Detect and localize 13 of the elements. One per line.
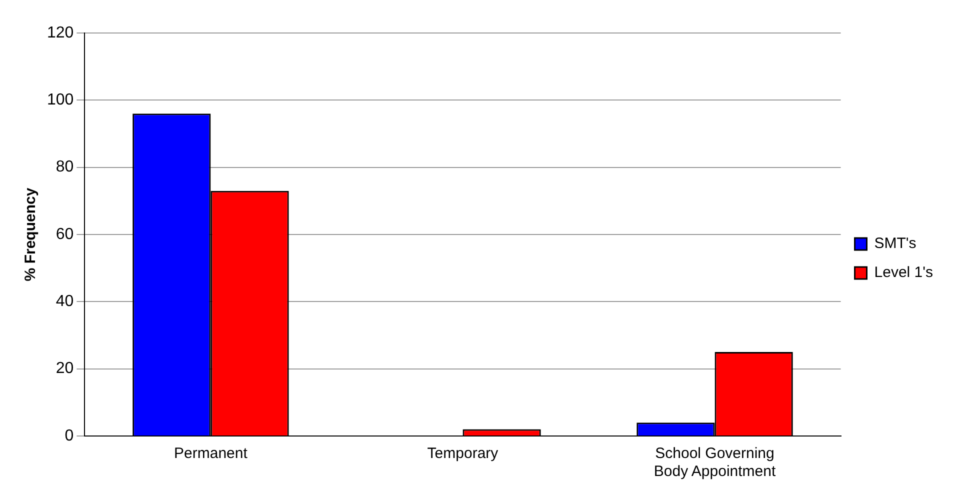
y-tick-label: 120 xyxy=(46,24,74,42)
x-tick-label: School Governing Body Appointment xyxy=(654,445,776,480)
y-tick-label: 0 xyxy=(64,427,74,444)
y-axis-title: % Frequency xyxy=(22,187,40,282)
x-tick-label: Temporary xyxy=(427,445,499,462)
legend-label: SMT's xyxy=(874,235,916,252)
y-tick-label: 80 xyxy=(56,158,74,176)
y-tick-label: 60 xyxy=(56,226,74,243)
y-tick-label: 20 xyxy=(56,360,74,378)
y-tick-label: 40 xyxy=(56,293,74,310)
x-tick-label: Permanent xyxy=(174,445,248,462)
y-tick-label: 100 xyxy=(46,92,74,109)
legend-label: Level 1's xyxy=(874,264,933,282)
